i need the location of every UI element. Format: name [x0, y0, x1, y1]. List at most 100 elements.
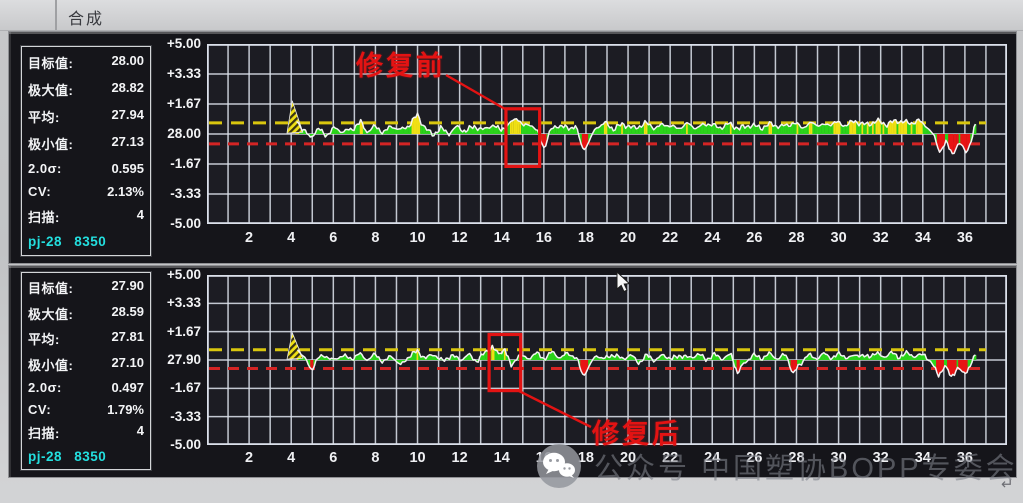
stat-value: 4 [136, 423, 144, 439]
x-tick-label: 36 [956, 450, 973, 466]
x-tick-label: 32 [872, 450, 889, 466]
y-tick-label: 28.00 [167, 126, 201, 141]
stats-box: 目标值: 28.00 极大值: 28.82 平均: 27.94 极小值: 27.13 2.0σ:… [21, 46, 151, 256]
y-tick-label: +5.00 [166, 36, 201, 51]
stat-label: 2.0σ: [28, 161, 62, 176]
x-tick-label: 20 [619, 450, 637, 466]
y-tick-label: +1.67 [166, 96, 201, 111]
x-tick-label: 26 [746, 230, 763, 246]
mouse-cursor-icon [616, 272, 631, 293]
stat-row: 目标值: 28.00 [22, 53, 150, 72]
y-tick-label: -5.00 [170, 216, 201, 231]
x-tick-label: 34 [914, 450, 931, 466]
x-tick-label: 6 [329, 450, 338, 466]
y-tick-label: -1.67 [170, 156, 201, 171]
stat-value: 0.497 [111, 380, 144, 396]
y-axis: +5.00 +3.33 +1.67 27.90 -1.67 -3.33 -5.00 [147, 266, 205, 477]
stats-box: 目标值: 27.90 极大值: 28.59 平均: 27.81 极小值: 27.10 2.0σ:… [21, 272, 151, 470]
y-axis: +5.00 +3.33 +1.67 28.00 -1.67 -3.33 -5.00 [147, 32, 205, 263]
stat-value: 1.79% [107, 401, 144, 417]
x-tick-label: 4 [287, 230, 296, 246]
stat-label: CV: [28, 184, 52, 199]
return-cursor-icon: ↵ [1001, 476, 1014, 493]
stat-row: 扫描: 4 [22, 423, 150, 442]
y-tick-label: -5.00 [170, 437, 201, 452]
x-tick-label: 10 [409, 230, 426, 246]
stat-label: 扫描: [28, 210, 60, 225]
x-tick-label: 2 [245, 230, 254, 246]
x-tick-label: 30 [830, 230, 847, 246]
stat-value: 27.10 [111, 354, 144, 370]
stat-row: 2.0σ: 0.595 [22, 161, 150, 176]
x-tick-label: 8 [371, 230, 380, 246]
chart-plot[interactable] [206, 274, 1008, 446]
y-tick-label: +3.33 [166, 295, 201, 311]
x-tick-label: 26 [746, 450, 763, 466]
stat-row: 极小值: 27.10 [22, 355, 150, 374]
stat-value: 27.13 [111, 134, 144, 149]
stat-label: 2.0σ: [28, 380, 62, 396]
titlebar-divider [55, 0, 57, 30]
x-tick-label: 30 [830, 450, 847, 466]
stat-row: 极大值: 28.82 [22, 80, 150, 99]
x-tick-label: 28 [788, 230, 805, 246]
stat-value: 28.00 [111, 53, 144, 68]
stat-value: 2.13% [107, 184, 144, 199]
stat-value: 0.595 [111, 161, 144, 176]
chart-plot[interactable] [206, 43, 1008, 225]
stat-label: 极小值: [28, 357, 74, 373]
x-tick-label: 4 [287, 450, 296, 466]
x-tick-label: 18 [577, 230, 595, 246]
panel-before-repair: 目标值: 28.00 极大值: 28.82 平均: 27.94 极小值: 27.13 2.0σ:… [8, 31, 1017, 264]
x-tick-label: 10 [409, 450, 426, 466]
x-tick-label: 28 [788, 450, 805, 466]
stat-row: 平均: 27.94 [22, 107, 150, 126]
stat-row: CV: 1.79% [22, 402, 150, 417]
x-tick-label: 14 [493, 450, 510, 466]
x-tick-label: 24 [704, 450, 721, 466]
stat-label: 极小值: [28, 137, 74, 152]
stat-row: 平均: 27.81 [22, 329, 150, 348]
stat-label: 目标值: [28, 56, 74, 71]
stat-value: 28.59 [111, 303, 144, 319]
annotation-before-repair: 修复前 [356, 51, 446, 81]
station-id: pj-28 8350 [28, 448, 107, 464]
y-tick-label: +1.67 [166, 323, 201, 339]
x-tick-label: 36 [956, 230, 973, 246]
stat-row: 极大值: 28.59 [22, 304, 150, 323]
watermark: 公众号 中国塑协BOPP专委会 [536, 443, 1018, 489]
x-tick-label: 6 [329, 230, 338, 246]
panel-after-repair: 目标值: 27.90 极大值: 28.59 平均: 27.81 极小值: 27.10 2.0σ:… [8, 265, 1017, 478]
x-tick-label: 22 [662, 450, 679, 466]
station-id: pj-28 8350 [28, 234, 107, 249]
x-tick-label: 8 [371, 450, 380, 466]
y-tick-label: +5.00 [166, 267, 201, 282]
stat-row: CV: 2.13% [22, 184, 150, 199]
stat-label: 扫描: [28, 426, 60, 442]
stat-value: 27.94 [111, 107, 144, 122]
stat-label: 极大值: [28, 83, 74, 98]
stat-label: CV: [28, 401, 52, 417]
stat-value: 27.90 [111, 278, 144, 294]
stat-label: 目标值: [28, 281, 74, 297]
x-tick-label: 20 [619, 230, 637, 246]
window-titlebar[interactable]: 合成 [0, 0, 1023, 31]
stat-row: 2.0σ: 0.497 [22, 380, 150, 395]
x-tick-label: 16 [535, 230, 552, 246]
y-tick-label: 27.90 [167, 352, 201, 367]
watermark-text: 公众号 中国塑协BOPP专委会 [594, 453, 1018, 485]
wechat-icon [537, 444, 581, 488]
stat-value: 4 [136, 207, 144, 222]
stat-label: 平均: [28, 332, 60, 348]
stat-row: 目标值: 27.90 [22, 278, 150, 297]
x-tick-label: 12 [451, 450, 468, 466]
x-tick-label: 22 [662, 230, 679, 246]
stat-value: 28.82 [111, 80, 144, 95]
stat-label: 极大值: [28, 306, 74, 322]
y-tick-label: +3.33 [166, 66, 201, 81]
x-tick-label: 24 [704, 230, 721, 246]
annotation-after-repair: 修复后 [592, 419, 682, 449]
x-tick-label: 12 [451, 230, 468, 246]
